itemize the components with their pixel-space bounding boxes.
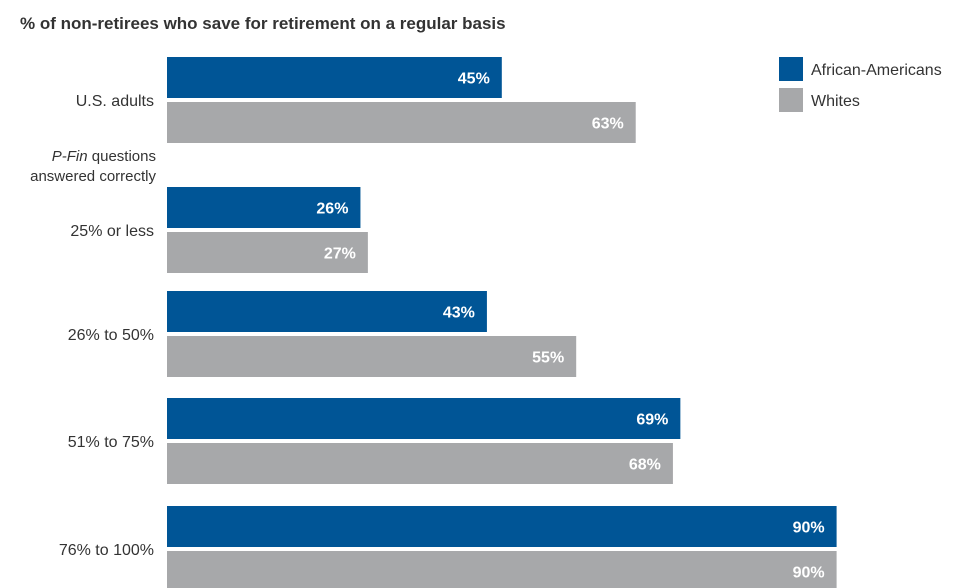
- legend-swatch-whites: [779, 88, 803, 112]
- bar-whites-76-to-100: [167, 551, 837, 588]
- group-header-line2: answered correctly: [30, 168, 156, 185]
- legend-label-whites: Whites: [811, 93, 860, 110]
- bar-label-whites-25-or-less: 27%: [324, 246, 356, 263]
- bar-label-whites-76-to-100: 90%: [793, 565, 825, 582]
- category-label-76-to-100: 76% to 100%: [59, 542, 154, 559]
- category-label-51-to-75: 51% to 75%: [68, 434, 154, 451]
- legend: African-Americans Whites: [779, 57, 942, 112]
- group-header: P-Fin questions: [52, 148, 156, 165]
- bar-label-african-americans-25-or-less: 26%: [316, 201, 348, 218]
- legend-swatch-african-americans: [779, 57, 803, 81]
- category-label-26-to-50: 26% to 50%: [68, 327, 154, 344]
- chart-title: % of non-retirees who save for retiremen…: [20, 14, 506, 33]
- group-header-italic: P-Fin: [52, 148, 88, 165]
- bar-whites-u-s-adults: [167, 102, 636, 143]
- bar-african-americans-25-or-less: [167, 187, 361, 228]
- category-label-25-or-less: 25% or less: [70, 223, 154, 240]
- bar-african-americans-76-to-100: [167, 506, 837, 547]
- bar-african-americans-u-s-adults: [167, 57, 502, 98]
- bar-label-african-americans-u-s-adults: 45%: [458, 71, 490, 88]
- bar-whites-25-or-less: [167, 232, 368, 273]
- group-header-line1: questions: [88, 148, 156, 165]
- category-label-u-s-adults: U.S. adults: [76, 93, 154, 110]
- bar-african-americans-26-to-50: [167, 291, 487, 332]
- legend-label-african-americans: African-Americans: [811, 62, 942, 79]
- bar-label-whites-u-s-adults: 63%: [592, 116, 624, 133]
- bar-label-african-americans-76-to-100: 90%: [793, 520, 825, 537]
- bar-whites-51-to-75: [167, 443, 673, 484]
- bar-label-african-americans-26-to-50: 43%: [443, 305, 475, 322]
- bar-whites-26-to-50: [167, 336, 577, 377]
- bar-african-americans-51-to-75: [167, 398, 681, 439]
- bar-label-whites-26-to-50: 55%: [532, 350, 564, 367]
- plot-area: U.S. adults 45% 63% 25% or less 26% 27% 26% to…: [59, 57, 837, 588]
- bar-label-whites-51-to-75: 68%: [629, 457, 661, 474]
- bar-label-african-americans-51-to-75: 69%: [636, 412, 668, 429]
